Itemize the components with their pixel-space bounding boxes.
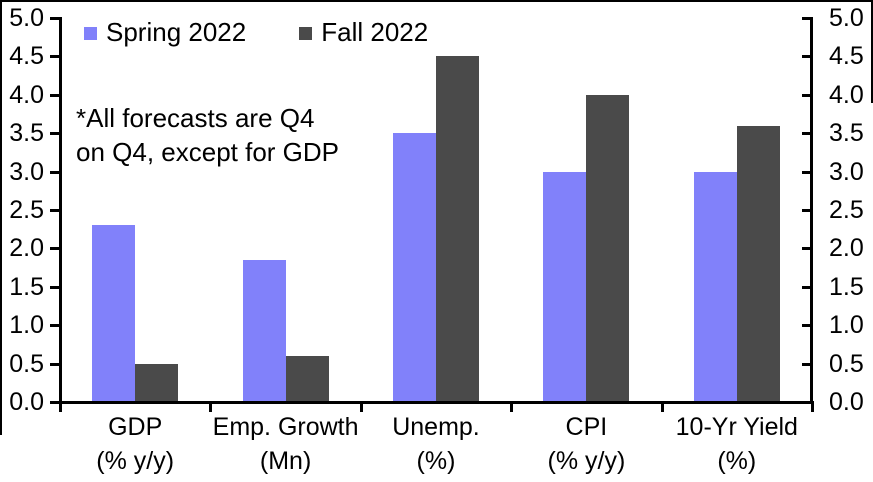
y-axis-left-label: 2.5	[9, 196, 44, 224]
y-axis-right-label: 4.5	[829, 42, 864, 71]
legend-item-fall-2022: Fall 2022	[299, 17, 428, 48]
x-axis-tick	[359, 402, 363, 412]
y-axis-left-tick	[50, 132, 60, 136]
legend-item-spring-2022: Spring 2022	[84, 17, 246, 48]
x-category-label-line: Unemp.	[392, 413, 480, 441]
y-axis-left-tick	[50, 17, 60, 20]
y-axis-right-tick	[802, 93, 812, 97]
x-category-label-line: 10-Yr Yield	[675, 413, 798, 441]
y-axis-left-label: 4.0	[9, 80, 44, 109]
bar-gdp-spring-2022	[92, 225, 136, 402]
chart-legend: Spring 2022 Fall 2022	[84, 17, 428, 48]
annotation-line-1: *All forecasts are Q4	[76, 103, 315, 133]
frame-border-right	[871, 0, 873, 103]
annotation-line-2: on Q4, except for GDP	[76, 137, 340, 167]
bar-gdp-fall-2022	[135, 363, 179, 402]
y-axis-right-tick	[802, 170, 812, 174]
y-axis-right-tick	[802, 247, 812, 251]
bar-10-yr-yield-spring-2022	[693, 171, 737, 402]
x-category-label-unemp: Unemp. (%)	[351, 410, 521, 478]
y-axis-right-tick	[802, 285, 812, 289]
y-axis-left-tick	[50, 93, 60, 97]
y-axis-left-tick	[50, 247, 60, 251]
y-axis-left-label: 5.0	[9, 4, 44, 32]
x-axis-line	[59, 401, 814, 404]
bar-emp-growth-fall-2022	[285, 355, 329, 402]
y-axis-left-tick	[50, 209, 60, 212]
legend-label-spring-2022: Spring 2022	[106, 17, 247, 47]
y-axis-right-label: 3.0	[829, 157, 864, 186]
bar-cpi-spring-2022	[543, 171, 587, 402]
y-axis-right-label: 1.0	[829, 311, 864, 340]
y-axis-right-tick	[802, 324, 812, 328]
x-category-label-line: GDP	[108, 413, 163, 441]
x-category-label-line: (Mn)	[259, 447, 312, 475]
x-category-label-line: CPI	[565, 413, 608, 441]
y-axis-right-label: 0.5	[829, 349, 864, 378]
y-axis-left-tick	[50, 55, 60, 59]
y-axis-left-label: 2.0	[9, 234, 44, 263]
y-axis-right-line	[810, 17, 813, 403]
x-axis-tick	[209, 402, 213, 412]
y-axis-left-label: 0.0	[9, 388, 44, 416]
x-category-label-line: (%)	[717, 447, 757, 475]
frame-border-top	[0, 0, 873, 2]
y-axis-left-label: 3.0	[9, 157, 44, 186]
y-axis-left-label: 1.0	[9, 311, 44, 340]
y-axis-left-label: 4.5	[9, 42, 44, 71]
y-axis-left-label: 3.5	[9, 119, 44, 148]
y-axis-left-line	[59, 17, 62, 403]
y-axis-right-label: 3.5	[829, 119, 864, 148]
bar-10-yr-yield-fall-2022	[736, 125, 780, 402]
x-axis-tick	[811, 402, 814, 412]
y-axis-left-tick	[50, 401, 60, 404]
y-axis-right-label: 2.5	[829, 196, 864, 224]
y-axis-right-tick	[802, 209, 812, 212]
bar-emp-growth-spring-2022	[242, 259, 286, 402]
x-category-label-gdp: GDP (% y/y)	[50, 410, 220, 478]
x-category-label-line: Emp. Growth	[212, 413, 359, 441]
x-category-label-cpi: CPI (% y/y)	[501, 410, 671, 478]
x-category-label-10-yr-yield: 10-Yr Yield (%)	[652, 410, 822, 478]
y-axis-right-label: 2.0	[829, 234, 864, 263]
y-axis-right-tick	[802, 55, 812, 59]
x-category-label-line: (% y/y)	[547, 447, 626, 475]
chart-annotation: *All forecasts are Q4 on Q4, except for …	[76, 101, 339, 169]
y-axis-left-label: 0.5	[9, 349, 44, 378]
y-axis-left-tick	[50, 362, 60, 366]
y-axis-left-tick	[50, 324, 60, 328]
x-axis-tick	[660, 402, 664, 412]
legend-swatch-fall-2022	[299, 27, 313, 40]
y-axis-right-label: 4.0	[829, 80, 864, 109]
y-axis-left-tick	[50, 285, 60, 289]
x-category-label-emp-growth: Emp. Growth (Mn)	[201, 410, 371, 478]
x-category-label-line: (%)	[416, 447, 456, 475]
bar-unemp-fall-2022	[436, 56, 479, 402]
x-axis-tick	[510, 402, 514, 412]
frame-border-left	[0, 0, 2, 435]
legend-swatch-spring-2022	[84, 27, 97, 40]
y-axis-right-label: 1.5	[829, 272, 864, 301]
y-axis-right-tick	[802, 17, 812, 20]
legend-label-fall-2022: Fall 2022	[321, 17, 429, 47]
x-axis-tick	[59, 402, 62, 412]
y-axis-right-label: 0.0	[829, 388, 864, 416]
y-axis-right-tick	[802, 132, 812, 136]
y-axis-left-tick	[50, 170, 60, 174]
y-axis-left-label: 1.5	[9, 272, 44, 301]
bar-unemp-spring-2022	[393, 133, 436, 402]
y-axis-right-tick	[802, 362, 812, 366]
bar-cpi-fall-2022	[586, 94, 630, 402]
y-axis-right-label: 5.0	[829, 4, 864, 32]
x-category-label-line: (% y/y)	[96, 447, 175, 475]
